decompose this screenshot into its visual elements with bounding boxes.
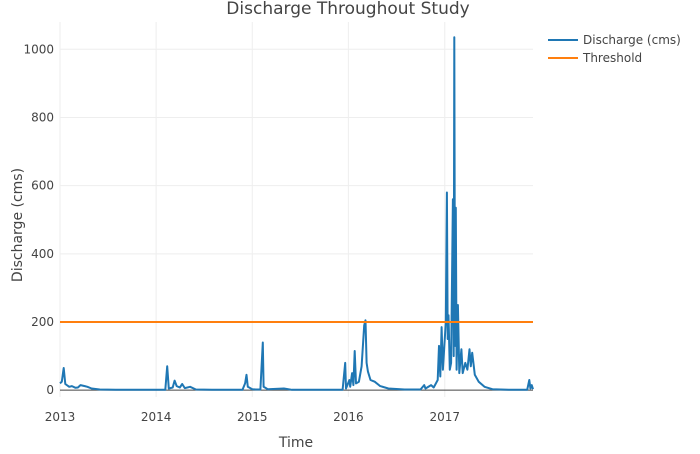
y-tick-label: 0 — [46, 383, 54, 397]
y-tick-label: 200 — [31, 315, 54, 329]
y-tick-label: 800 — [31, 110, 54, 124]
legend-label: Discharge (cms) — [583, 33, 681, 47]
x-tick-label: 2015 — [237, 410, 268, 424]
x-axis-title: Time — [278, 435, 313, 450]
chart-title: Discharge Throughout Study — [226, 0, 469, 19]
x-tick-labels: 2013 2014 2015 2016 2017 — [45, 410, 460, 424]
y-tick-label: 600 — [31, 179, 54, 193]
x-tick-label: 2014 — [141, 410, 172, 424]
y-tick-label: 400 — [31, 247, 54, 261]
series-group — [59, 36, 534, 391]
y-axis-title: Discharge (cms) — [10, 168, 26, 282]
x-tick-label: 2016 — [333, 410, 364, 424]
legend-item[interactable]: Threshold — [548, 51, 642, 65]
x-tick-label: 2013 — [45, 410, 76, 424]
y-tick-label: 1000 — [23, 42, 54, 56]
y-tick-labels: 0 200 400 600 800 1000 — [23, 42, 54, 397]
legend-item[interactable]: Discharge (cms) — [548, 33, 681, 47]
gridlines — [59, 22, 533, 397]
legend[interactable]: Discharge (cms) Threshold — [548, 33, 681, 65]
legend-label: Threshold — [582, 51, 642, 65]
discharge-line — [59, 36, 534, 391]
x-tick-label: 2017 — [429, 410, 460, 424]
